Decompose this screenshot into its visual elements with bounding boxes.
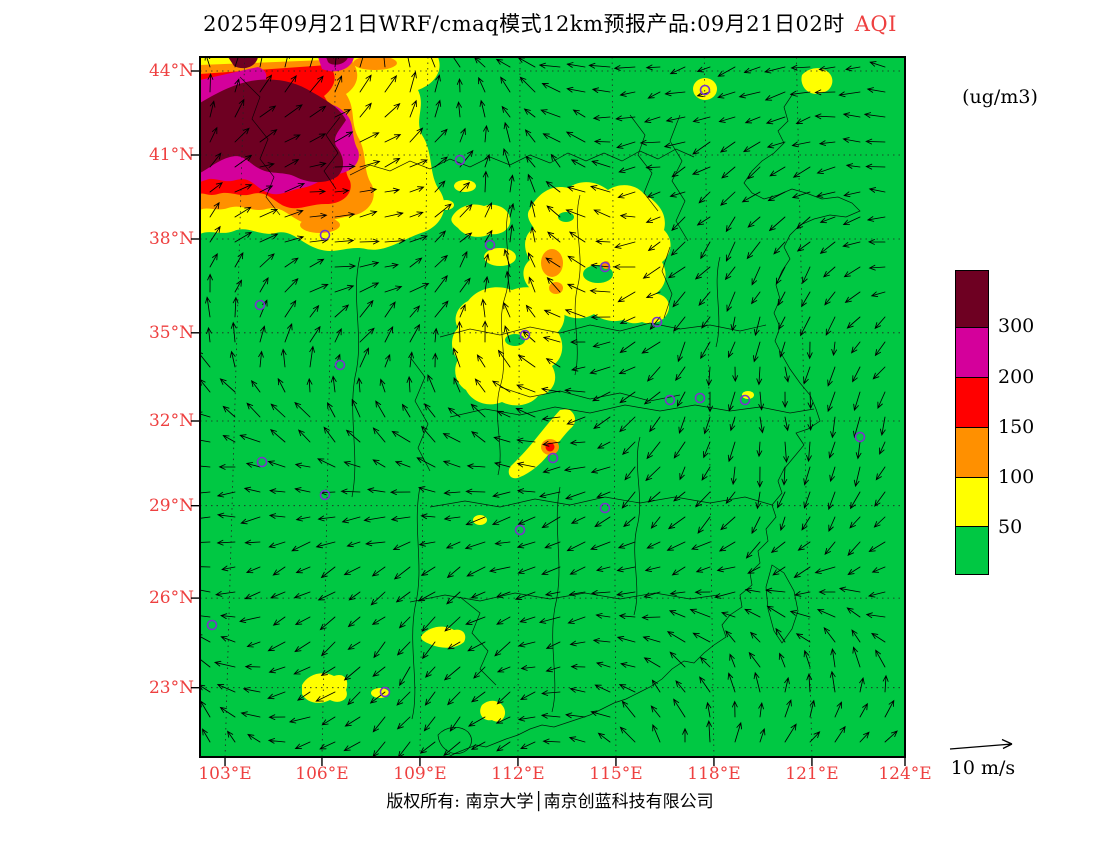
station-marker [256,456,268,468]
legend-tick-label: 150 [998,416,1035,438]
wind-vector-layer [200,57,898,757]
wind-scale-label: 10 m/s [950,757,1016,779]
station-marker [484,239,496,251]
lon-tick-label: 118°E [687,764,741,784]
station-marker [739,394,751,406]
legend-seg [956,476,988,527]
legend-tick-label: 200 [998,365,1035,388]
legend-seg [956,271,988,327]
station-marker [664,394,676,406]
grid-layer [200,57,905,757]
lat-tick-label: 41°N [148,145,194,165]
province-boundaries-layer [239,76,861,757]
map-frame [199,56,906,758]
legend-tick-label: 100 [998,466,1035,488]
legend-seg [956,377,988,427]
lon-tick-label: 121°E [785,764,839,784]
legend-seg [956,426,988,477]
station-marker [651,316,663,328]
station-marker [379,686,391,698]
legend-tick-label: 50 [998,515,1023,538]
station-marker [599,502,611,514]
station-marker [519,329,531,341]
legend-seg [956,326,988,378]
station-marker [699,84,711,96]
lon-tick-label: 103°E [198,764,252,784]
lat-axis: 44°N 41°N 38°N 35°N 32°N 29°N 26°N 23°N [120,57,194,757]
axis-ticks [191,70,906,766]
lat-tick-label: 38°N [148,229,194,249]
wind-scale-arrow-icon [949,738,1013,750]
lon-tick-label: 109°E [393,764,447,784]
station-marker [514,524,526,536]
lat-tick-label: 26°N [148,588,194,609]
station-marker [454,154,466,166]
lat-tick-label: 44°N [148,61,194,81]
legend-seg [956,526,988,574]
lon-tick-label: 124°E [878,764,932,784]
station-marker [599,261,611,273]
station-marker [254,299,266,311]
legend-bar [955,270,989,575]
lon-tick-label: 115°E [589,764,643,784]
lon-tick-label: 106°E [295,764,349,784]
station-marker [694,392,706,404]
map-panel [191,56,906,766]
station-marker [547,452,559,464]
copyright: 版权所有: 南京大学│南京创蓝科技有限公司 [386,792,714,812]
lat-tick-label: 23°N [148,677,194,698]
unit-label: (ug/m3) [962,86,1038,108]
lat-tick-label: 32°N [148,411,194,431]
station-marker [334,359,346,371]
legend-labels: 300 200 150 100 50 [998,270,1068,575]
station-marker [854,431,866,443]
title-variable-name: AQI [854,12,897,36]
legend-tick-label: 300 [998,314,1035,337]
lon-tick-label: 112°E [491,764,545,784]
station-marker [319,229,331,241]
aqi-map [191,56,906,766]
lon-axis: 103°E 106°E 109°E 112°E 115°E 118°E 121°E 124°E [198,764,931,786]
station-marker [319,489,331,501]
lat-tick-label: 29°N [148,495,194,516]
station-markers-layer [206,84,866,698]
page-title: 2025年09月21日WRF/cmaq模式12km预报产品:09月21日02时 A… [0,8,1100,38]
title-text: 2025年09月21日WRF/cmaq模式12km预报产品:09月21日02时 [203,12,845,36]
lat-tick-label: 35°N [148,322,194,343]
station-marker [206,619,218,631]
